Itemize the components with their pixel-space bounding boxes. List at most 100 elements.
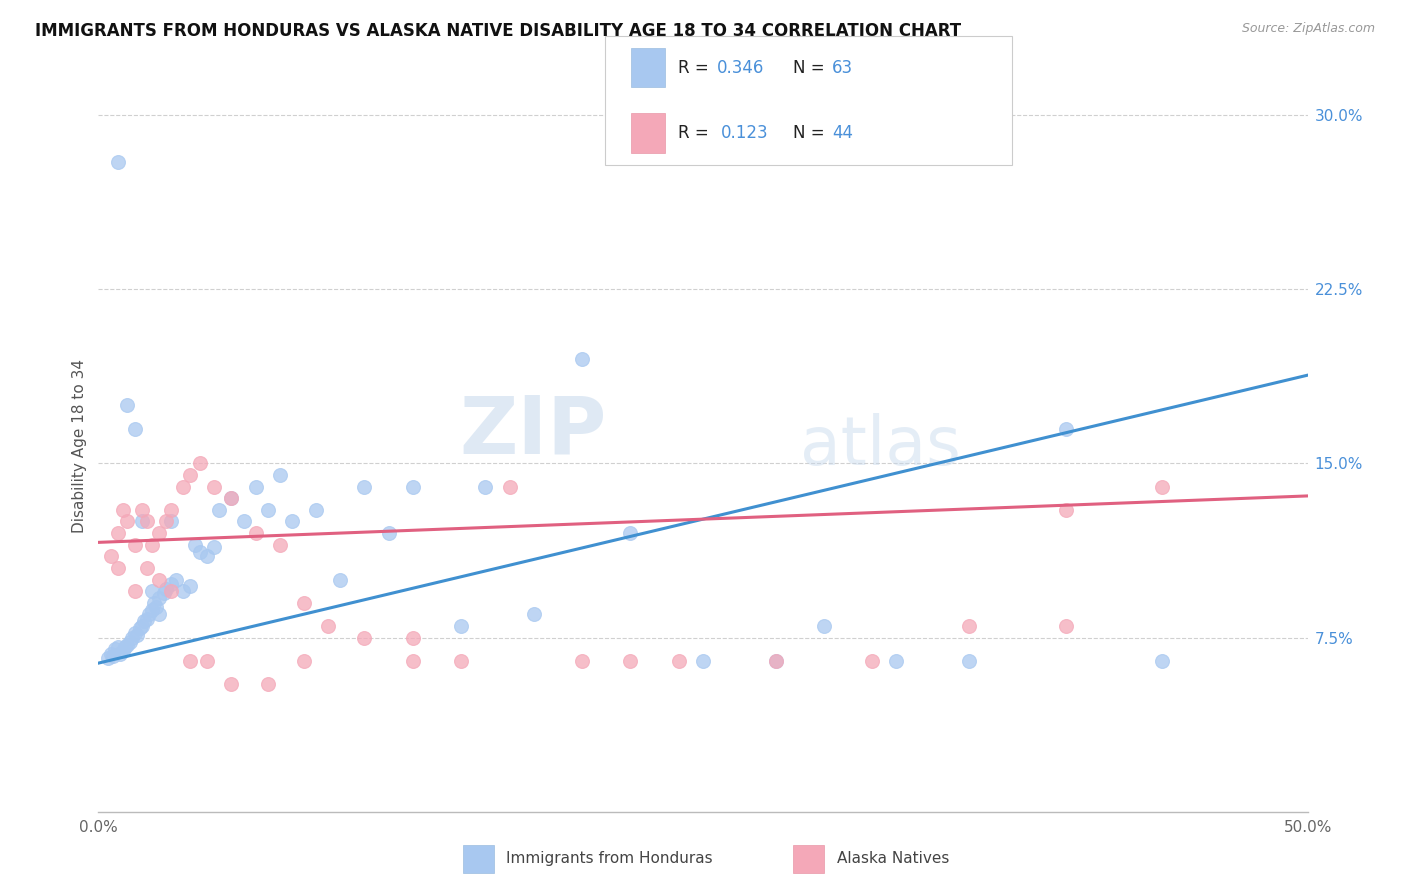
Point bbox=[143, 596, 166, 610]
Point bbox=[131, 619, 153, 633]
Point bbox=[329, 573, 352, 587]
Point bbox=[148, 607, 170, 622]
Point bbox=[474, 480, 496, 494]
Text: Immigrants from Honduras: Immigrants from Honduras bbox=[506, 852, 713, 866]
Point bbox=[765, 654, 787, 668]
Point bbox=[124, 538, 146, 552]
Point bbox=[128, 621, 150, 635]
Point bbox=[498, 480, 520, 494]
Text: N =: N = bbox=[793, 59, 830, 77]
Point bbox=[813, 619, 835, 633]
Text: ZIP: ZIP bbox=[458, 392, 606, 470]
Point bbox=[957, 654, 980, 668]
Point bbox=[160, 584, 183, 599]
Point bbox=[155, 515, 177, 529]
Point bbox=[145, 600, 167, 615]
Point bbox=[107, 154, 129, 169]
Point bbox=[188, 457, 211, 471]
Text: 44: 44 bbox=[832, 124, 853, 142]
Point bbox=[148, 526, 170, 541]
Point bbox=[1152, 654, 1174, 668]
Point bbox=[141, 603, 163, 617]
Point bbox=[571, 654, 593, 668]
Point bbox=[117, 398, 139, 412]
Point bbox=[118, 635, 141, 649]
Point bbox=[619, 526, 641, 541]
Point bbox=[124, 584, 146, 599]
Point bbox=[1152, 480, 1174, 494]
Point bbox=[100, 549, 122, 564]
Point bbox=[152, 586, 174, 600]
Point bbox=[172, 584, 194, 599]
Point bbox=[221, 491, 243, 506]
Point bbox=[141, 538, 163, 552]
Point bbox=[179, 468, 201, 483]
Point bbox=[131, 515, 153, 529]
Point bbox=[160, 577, 183, 591]
Point bbox=[160, 503, 183, 517]
Point bbox=[179, 654, 201, 668]
Point bbox=[124, 626, 146, 640]
Point bbox=[402, 631, 425, 645]
Text: Source: ZipAtlas.com: Source: ZipAtlas.com bbox=[1241, 22, 1375, 36]
Point bbox=[765, 654, 787, 668]
Point bbox=[245, 526, 267, 541]
Point bbox=[957, 619, 980, 633]
Text: 0.123: 0.123 bbox=[721, 124, 769, 142]
Point bbox=[305, 503, 328, 517]
Text: R =: R = bbox=[678, 59, 714, 77]
Point bbox=[111, 644, 134, 658]
Text: N =: N = bbox=[793, 124, 830, 142]
Point bbox=[160, 515, 183, 529]
Point bbox=[188, 544, 211, 558]
Point bbox=[204, 480, 226, 494]
Point bbox=[104, 642, 127, 657]
Point bbox=[148, 573, 170, 587]
Point bbox=[117, 638, 139, 652]
Point bbox=[619, 654, 641, 668]
Point bbox=[377, 526, 399, 541]
Point bbox=[269, 468, 291, 483]
Point bbox=[108, 647, 131, 661]
Point bbox=[97, 651, 120, 665]
Point bbox=[668, 654, 690, 668]
Point bbox=[179, 579, 201, 593]
Point bbox=[101, 649, 124, 664]
Point bbox=[172, 480, 194, 494]
Point bbox=[127, 628, 149, 642]
Point bbox=[353, 631, 375, 645]
Point bbox=[107, 526, 129, 541]
Point bbox=[131, 503, 153, 517]
Point bbox=[135, 612, 157, 626]
Point bbox=[1054, 619, 1077, 633]
Point bbox=[184, 538, 207, 552]
Text: atlas: atlas bbox=[800, 413, 960, 479]
Point bbox=[281, 515, 304, 529]
Point bbox=[316, 619, 339, 633]
Point bbox=[107, 561, 129, 575]
Point bbox=[100, 647, 122, 661]
Point bbox=[138, 607, 160, 622]
Point bbox=[245, 480, 267, 494]
Text: Alaska Natives: Alaska Natives bbox=[837, 852, 949, 866]
Point bbox=[135, 561, 157, 575]
Point bbox=[204, 540, 226, 554]
Point bbox=[135, 515, 157, 529]
Point bbox=[886, 654, 908, 668]
Point bbox=[155, 582, 177, 596]
Point bbox=[1054, 503, 1077, 517]
Point bbox=[256, 503, 278, 517]
Point bbox=[141, 584, 163, 599]
Point bbox=[292, 654, 315, 668]
Point bbox=[195, 549, 218, 564]
Point bbox=[860, 654, 883, 668]
Point bbox=[402, 480, 425, 494]
Point bbox=[353, 480, 375, 494]
Text: 63: 63 bbox=[832, 59, 853, 77]
Point bbox=[402, 654, 425, 668]
Point bbox=[256, 677, 278, 691]
Point bbox=[208, 503, 231, 517]
Point bbox=[148, 591, 170, 606]
Point bbox=[292, 596, 315, 610]
Y-axis label: Disability Age 18 to 34: Disability Age 18 to 34 bbox=[72, 359, 87, 533]
